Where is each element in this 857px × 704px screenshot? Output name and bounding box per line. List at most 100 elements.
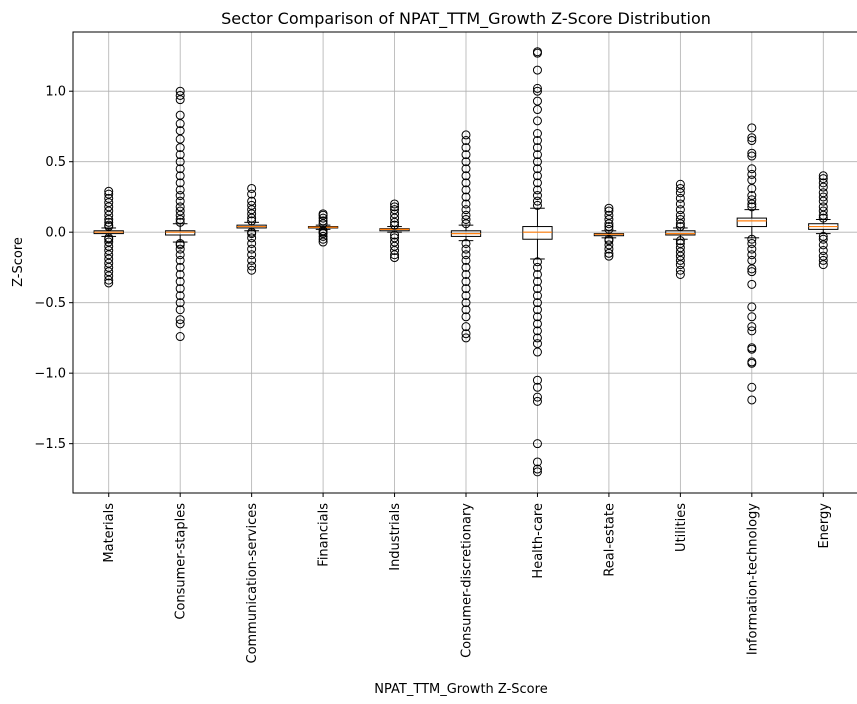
- outlier-point: [247, 196, 257, 206]
- outlier-point: [318, 213, 328, 223]
- outlier-point: [675, 199, 685, 209]
- outlier-point: [675, 222, 685, 232]
- outlier-point: [175, 305, 185, 315]
- outlier-point: [747, 302, 757, 312]
- outlier-point: [461, 238, 471, 248]
- x-tick-label: Information-technology: [745, 503, 760, 655]
- outlier-point: [532, 291, 542, 301]
- outlier-point: [675, 210, 685, 220]
- outlier-point: [175, 206, 185, 216]
- y-axis-label: Z-Score: [11, 237, 26, 287]
- outlier-point: [747, 267, 757, 277]
- outlier-point: [175, 110, 185, 120]
- outlier-point: [747, 133, 757, 143]
- outlier-point: [747, 195, 757, 205]
- outlier-point: [461, 333, 471, 343]
- outlier-point: [175, 298, 185, 308]
- outlier-point: [461, 244, 471, 254]
- outlier-point: [461, 150, 471, 160]
- outlier-point: [818, 231, 828, 241]
- outlier-point: [175, 202, 185, 212]
- outlier-point: [461, 305, 471, 315]
- chart-title: Sector Comparison of NPAT_TTM_Growth Z-S…: [221, 9, 711, 29]
- outlier-point: [747, 395, 757, 405]
- outlier-point: [532, 312, 542, 322]
- outlier-point: [175, 319, 185, 329]
- outlier-point: [175, 250, 185, 260]
- outlier-point: [461, 322, 471, 332]
- outlier-point: [461, 298, 471, 308]
- outlier-point: [747, 326, 757, 336]
- box-materials: [93, 186, 124, 288]
- outlier-point: [532, 467, 542, 477]
- outlier-point: [604, 224, 614, 234]
- outlier-point: [532, 96, 542, 106]
- outlier-point: [532, 262, 542, 272]
- outlier-point: [532, 284, 542, 294]
- outlier-point: [604, 203, 614, 213]
- outlier-point: [461, 143, 471, 153]
- outlier-point: [818, 213, 828, 223]
- outlier-point: [818, 188, 828, 198]
- outlier-point: [818, 206, 828, 216]
- box-consumer-discretionary: [450, 130, 482, 343]
- outlier-point: [175, 185, 185, 195]
- outlier-point: [318, 209, 328, 219]
- outlier-point: [247, 238, 257, 248]
- outlier-point: [104, 217, 114, 227]
- outlier-point: [675, 238, 685, 248]
- x-tick-label: Communication-services: [245, 503, 260, 664]
- outlier-point: [675, 205, 685, 215]
- outlier-point: [532, 86, 542, 96]
- outlier-point: [675, 265, 685, 275]
- outlier-point: [390, 230, 400, 240]
- outlier-point: [532, 298, 542, 308]
- outlier-point: [747, 343, 757, 353]
- outlier-point: [532, 277, 542, 287]
- outlier-point: [461, 136, 471, 146]
- outlier-point: [675, 183, 685, 193]
- outlier-point: [104, 189, 114, 199]
- outlier-point: [461, 255, 471, 265]
- outlier-point: [532, 382, 542, 392]
- outlier-point: [461, 277, 471, 287]
- outlier-point: [747, 357, 757, 367]
- outlier-point: [247, 227, 257, 237]
- y-tick-label: 1.0: [45, 85, 66, 100]
- outlier-point: [604, 240, 614, 250]
- outlier-point: [390, 253, 400, 263]
- outlier-point: [247, 216, 257, 226]
- outlier-point: [747, 123, 757, 133]
- outlier-point: [390, 209, 400, 219]
- outlier-point: [532, 305, 542, 315]
- box-consumer-staples: [165, 86, 196, 342]
- outlier-point: [532, 157, 542, 167]
- outlier-point: [604, 251, 614, 261]
- outlier-point: [247, 255, 257, 265]
- outlier-point: [532, 457, 542, 467]
- outlier-point: [461, 262, 471, 272]
- box-energy: [808, 171, 839, 270]
- outlier-point: [390, 199, 400, 209]
- outlier-point: [818, 255, 828, 265]
- outlier-point: [532, 178, 542, 188]
- box-health-care: [522, 47, 553, 477]
- outlier-point: [532, 326, 542, 336]
- outlier-point: [818, 202, 828, 212]
- outlier-point: [818, 251, 828, 261]
- outlier-point: [747, 322, 757, 332]
- outlier-point: [104, 278, 114, 288]
- outlier-point: [747, 151, 757, 161]
- outlier-point: [532, 143, 542, 153]
- outlier-point: [175, 191, 185, 201]
- outlier-point: [175, 178, 185, 188]
- outlier-point: [104, 193, 114, 203]
- x-tick-label: Energy: [817, 503, 832, 549]
- outlier-point: [747, 175, 757, 185]
- outlier-point: [104, 233, 114, 243]
- outlier-point: [747, 136, 757, 146]
- box-industrials: [379, 199, 410, 263]
- outlier-point: [461, 210, 471, 220]
- outlier-point: [747, 382, 757, 392]
- iqr-box: [736, 217, 767, 228]
